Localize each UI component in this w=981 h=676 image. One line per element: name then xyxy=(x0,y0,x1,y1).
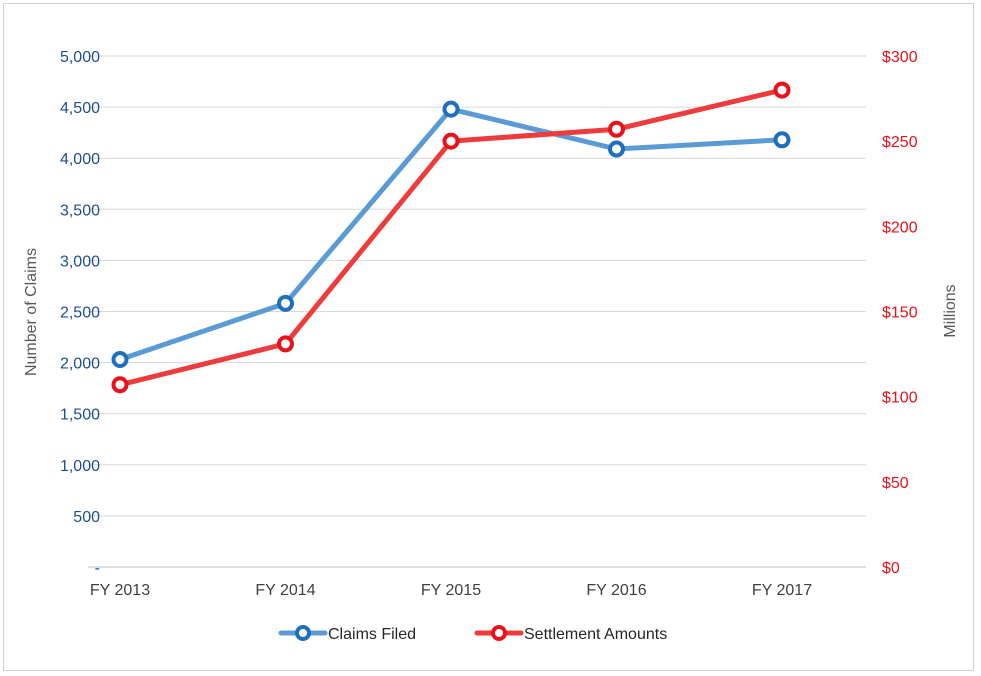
data-point-claims-filed xyxy=(277,294,294,312)
x-tick-label: FY 2014 xyxy=(255,582,315,599)
gridlines xyxy=(88,55,866,568)
chart-frame xyxy=(3,3,974,671)
data-point-claims-filed xyxy=(773,131,791,149)
legend: Claims Filed Settlement Amounts xyxy=(278,625,667,643)
legend-swatch-marker xyxy=(295,625,311,641)
y-left-tick-label: 3,500 xyxy=(60,202,100,219)
x-tick-label: FY 2016 xyxy=(586,582,646,599)
data-point-settlement-amounts xyxy=(442,132,460,150)
y-left-tick-label: 4,500 xyxy=(60,100,100,117)
data-point-claims-filed xyxy=(442,100,460,118)
data-point-claims-filed xyxy=(608,140,625,158)
y-right-tick-label: $100 xyxy=(882,390,918,407)
y-right-tick-label: $250 xyxy=(882,134,918,151)
left-axis-ticks: - 500 1,000 1,500 2,000 2,500 3,000 3,500 4,000 4… xyxy=(60,49,100,577)
data-point-settlement-amounts xyxy=(277,335,294,353)
x-tick-label: FY 2013 xyxy=(90,582,150,599)
y-left-tick-label: 1,000 xyxy=(60,458,100,475)
data-point-settlement-amounts xyxy=(111,376,129,394)
data-point-claims-filed xyxy=(111,351,129,369)
y-left-tick-label: 500 xyxy=(73,509,100,526)
x-tick-label: FY 2017 xyxy=(752,582,812,599)
y-left-tick-label: 4,000 xyxy=(60,151,100,168)
y-left-tick-label: 2,000 xyxy=(60,356,100,373)
y-axis-right-title: Millions xyxy=(942,284,959,337)
legend-label: Settlement Amounts xyxy=(524,626,667,643)
y-right-tick-label: $300 xyxy=(882,49,918,66)
legend-swatch-marker xyxy=(491,625,507,641)
right-axis-ticks: $0 $50 $100 $150 $200 $250 $300 xyxy=(882,49,918,577)
y-left-tick-label: 3,000 xyxy=(60,253,100,270)
data-point-settlement-amounts xyxy=(608,120,625,138)
y-right-tick-label: $0 xyxy=(882,560,900,577)
y-left-tick-label: 1,500 xyxy=(60,407,100,424)
data-point-settlement-amounts xyxy=(773,81,791,99)
legend-label: Claims Filed xyxy=(328,626,416,643)
y-left-tick-label: 5,000 xyxy=(60,49,100,66)
x-axis-ticks: FY 2013 FY 2014 FY 2015 FY 2016 FY 2017 xyxy=(90,582,812,599)
y-right-tick-label: $150 xyxy=(882,305,918,322)
y-axis-left-title: Number of Claims xyxy=(23,248,40,376)
y-right-tick-label: $50 xyxy=(882,475,909,492)
y-right-tick-label: $200 xyxy=(882,219,918,236)
series-group xyxy=(111,81,791,394)
y-left-tick-label: 2,500 xyxy=(60,305,100,322)
y-left-tick-label: - xyxy=(95,560,100,577)
x-tick-label: FY 2015 xyxy=(421,582,481,599)
